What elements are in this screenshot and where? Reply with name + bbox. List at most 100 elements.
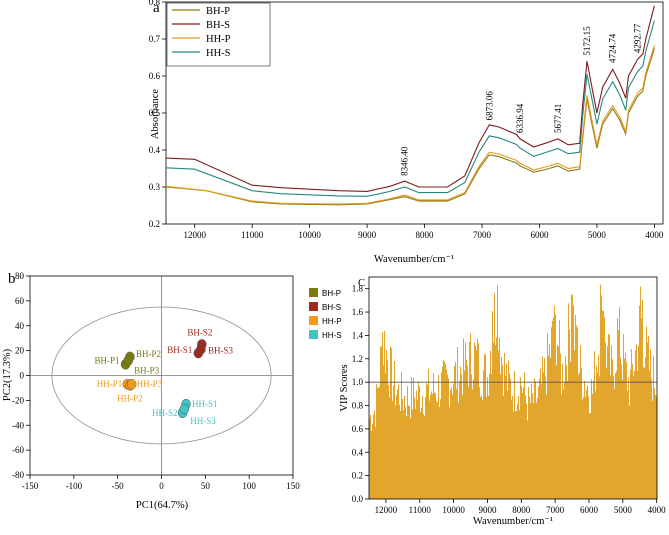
panel-c-x-tick-label: 12000 [375,505,398,515]
panel-a-x-tick-label: 10000 [298,230,321,240]
panel-b-y-axis-label: PC2(17.3%) [2,348,13,401]
panel-b-x-tick-label: 50 [201,481,211,491]
panel-a-series-line-bh-s [165,5,655,192]
panel-a-y-tick-label: 0.4 [149,145,161,155]
panel-b-points: BH-P1 BH-P2 BH-P3 BH-S1 BH-S2 BH-S3 HH-P1 HH-P2… [95,327,234,426]
panel-c-y-tick-label: 0.0 [352,494,364,504]
panel-c: C 12000 11000 10000 9000 8000 7000 6000 5000 400… [339,276,666,527]
panel-c-bars [368,284,658,499]
panel-b-point-bh-p3 [123,355,133,366]
panel-b-x-tick-label: 100 [242,481,256,491]
panel-b-legend-swatch [309,316,318,325]
panel-b-legend-label: HH-S [322,331,342,340]
panel-a-peak-label: 5172.15 [582,26,592,56]
panel-a-y-tick-label: 0.6 [149,71,161,81]
panel-c-x-axis-label: Wavenumber/cm⁻¹ [473,516,553,527]
panel-c-x-tick-label: 10000 [442,505,465,515]
panel-b-legend-swatch [309,330,318,339]
panel-b-y-tick-label: -20 [12,395,24,405]
panel-b-point-label: HH-P3 [137,379,163,389]
panel-b-x-tick-label: -100 [66,481,83,491]
panel-b-x-tick-label: -50 [112,481,124,491]
panel-c-axes: 12000 11000 10000 9000 8000 7000 6000 5000 4000 0… [352,284,666,515]
panel-b-y-tick-label: -80 [12,470,24,480]
panel-a-y-tick-label: 0.3 [149,182,161,192]
panel-c-x-tick-label: 9000 [478,505,497,515]
panel-b-point-hh-p3 [126,378,137,390]
panel-a-legend-label: HH-P [206,34,231,45]
panel-b-legend-swatch [309,288,318,297]
panel-b-y-tick-label: 40 [15,321,25,331]
panel-a-x-tick-label: 9000 [358,230,377,240]
panel-c-y-tick-label: 0.2 [352,471,363,481]
panel-a-legend-label: HH-S [206,48,231,59]
panel-b-point-bh-s3 [196,344,206,355]
panel-c-x-tick-label: 5000 [614,505,633,515]
panel-b-y-tick-label: 20 [15,346,25,356]
panel-a-peak-label: 6873.06 [484,91,494,121]
panel-b-legend-swatch [309,302,318,311]
panel-a-peak-label: 4724.74 [608,33,618,63]
panel-a-y-tick-label: 0.2 [149,219,160,229]
panel-a-peak-label: 5677.41 [553,104,563,133]
panel-c-y-tick-label: 0.8 [352,401,364,411]
panel-a-y-tick-label: 0.8 [149,0,161,7]
panel-a-series-line-hh-s [165,20,655,197]
panel-a-x-tick-label: 11000 [241,230,264,240]
panel-a-annotations: 8346.40 6873.06 6336.94 5677.41 5172.15 4724.… [400,23,643,176]
panel-b-legend-label: BH-P [322,289,341,298]
panel-c-y-tick-label: 0.6 [352,424,364,434]
panel-a-series-line-hh-p [165,45,655,205]
panel-b-y-tick-label: 80 [15,271,25,281]
panel-b-point-label: BH-P2 [136,349,161,359]
panel-b-point-label: BH-S2 [187,327,212,337]
panel-a-series [165,5,655,206]
panel-a-y-tick-label: 0.5 [149,108,161,118]
panel-a-x-tick-label: 8000 [416,230,435,240]
panel-c-plot-frame [368,276,658,500]
panel-a-x-tick-label: 5000 [588,230,607,240]
panel-a-x-tick-label: 12000 [183,230,206,240]
panel-a-series-line-bh-p [165,48,655,206]
panel-a-y-tick-label: 0.7 [149,34,161,44]
panel-b: b -150 -100 -50 0 50 100 150 -80 -60 -40 -20 0 20 40 6… [2,271,342,511]
panel-b-x-tick-label: -150 [22,481,39,491]
panel-b-point-hh-s3 [179,403,190,415]
panel-b-legend-label: HH-P [322,317,342,326]
panel-b-legend-label: BH-S [322,303,341,312]
panel-a-x-tick-label: 4000 [645,230,664,240]
panel-c-letter: C [358,278,365,289]
panel-b-x-tick-label: 150 [286,481,300,491]
panel-c-y-tick-label: 1.6 [352,307,364,317]
panel-a-peak-label: 4292.77 [633,23,643,53]
panel-b-y-tick-label: -40 [12,420,24,430]
panel-c-y-tick-label: 1.2 [352,354,363,364]
panel-b-point-label: BH-P1 [95,355,120,365]
panel-b-legend: BH-P BH-S HH-P HH-S [309,288,342,340]
panel-a-legend-box [166,2,271,67]
panel-a-legend-label: BH-S [206,20,230,31]
panel-a-axes: 12000 11000 10000 9000 8000 7000 6000 5000 4000 0… [149,0,664,240]
panel-b-x-axis-label: PC1(64.7%) [136,500,189,511]
panel-b-y-tick-label: -60 [12,445,24,455]
panel-b-point-label: BH-P3 [134,366,160,376]
panel-b-letter: b [8,271,16,287]
panel-a-legend-label: BH-P [206,6,230,17]
panel-b-axes: -150 -100 -50 0 50 100 150 -80 -60 -40 -20 0 20 40 60 8… [12,271,300,491]
panel-c-y-tick-label: 0.4 [352,447,364,457]
panel-c-x-tick-label: 6000 [580,505,599,515]
panel-c-x-tick-label: 4000 [648,505,667,515]
panel-a-peak-label: 8346.40 [400,146,410,176]
panel-a-x-axis-label: Wavenumber/cm⁻¹ [374,254,454,265]
panel-c-y-tick-label: 1.8 [352,284,364,294]
panel-b-point-label: HH-P2 [117,393,143,403]
panel-c-x-tick-label: 8000 [512,505,531,515]
panel-b-y-tick-label: 0 [20,371,25,381]
panel-b-point-label: BH-S3 [208,345,234,355]
panel-b-confidence-ellipse [51,306,272,445]
panel-a-y-axis-label: Absorbance [150,89,161,139]
panel-c-x-tick-label: 11000 [409,505,432,515]
panel-c-y-tick-label: 1.4 [352,330,364,340]
panel-b-point-label: HH-S2 [152,408,178,418]
